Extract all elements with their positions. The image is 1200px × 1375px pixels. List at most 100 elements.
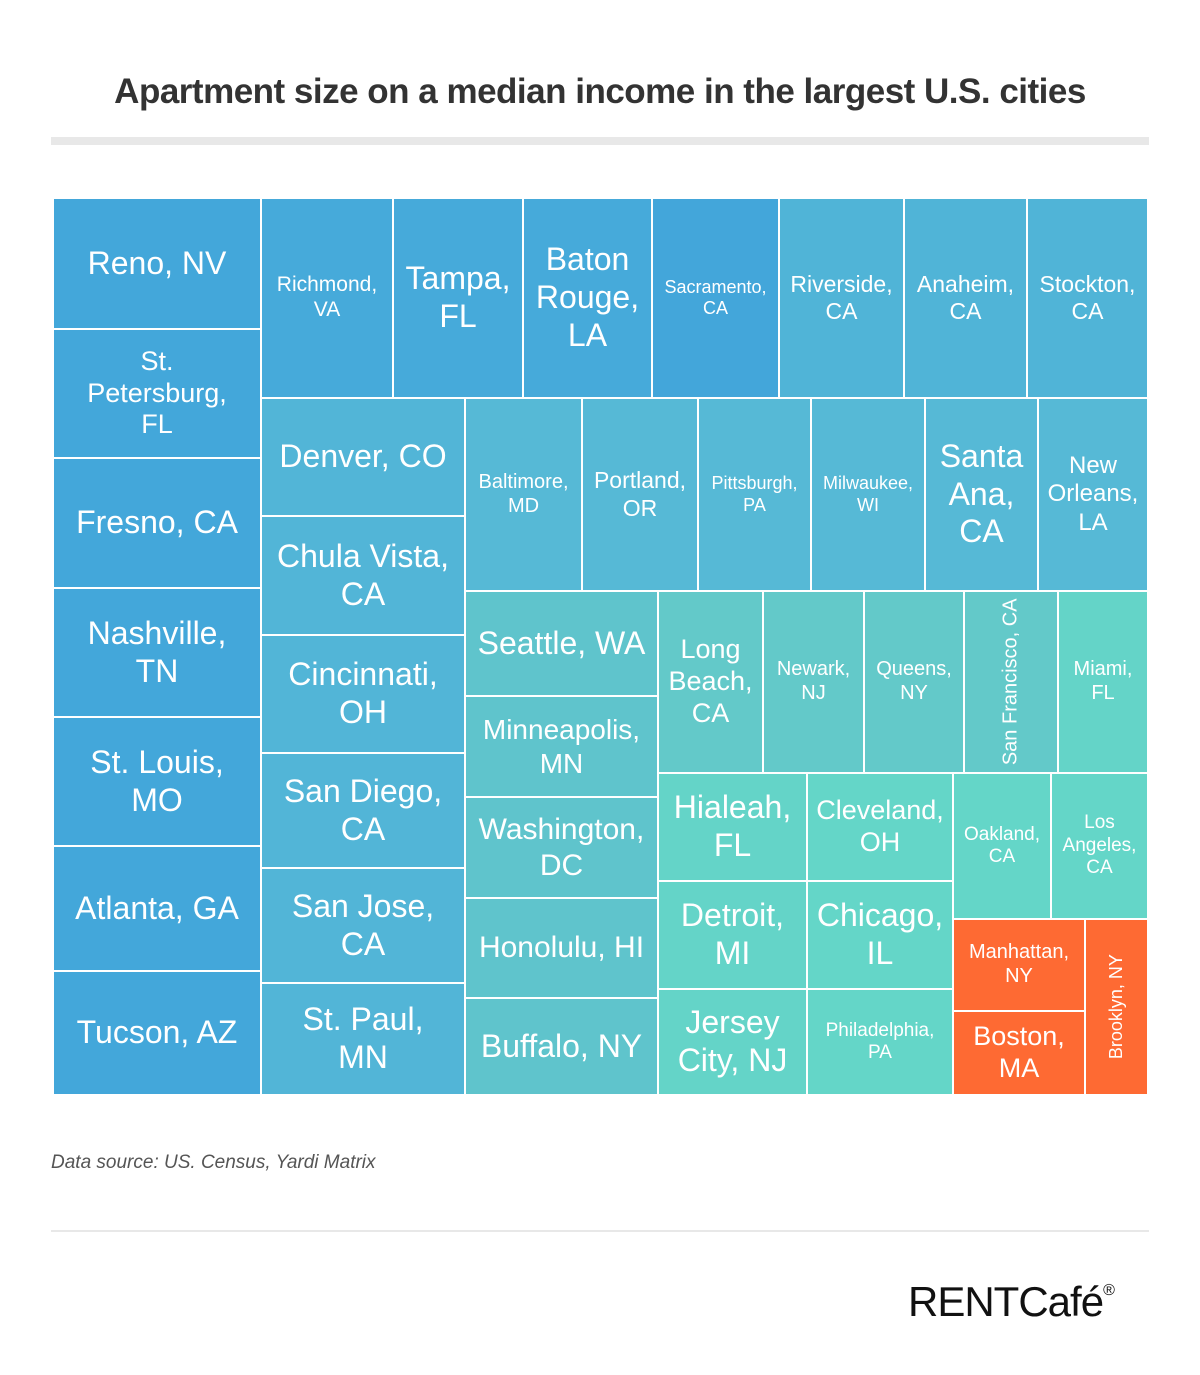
treemap-cell-long-beach-ca: Long Beach, CA <box>658 591 763 773</box>
treemap-cell-stockton-ca: Stockton, CA <box>1027 198 1148 398</box>
treemap-cell-tucson-az: Tucson, AZ <box>53 971 261 1095</box>
cell-label: Buffalo, NY <box>480 1027 643 1064</box>
treemap-cell-chicago-il: Chicago, IL <box>807 881 953 989</box>
treemap-cell-nashville-tn: Nashville, TN <box>53 588 261 717</box>
treemap-cell-brooklyn-ny: Brooklyn, NY <box>1085 919 1148 1095</box>
cell-label: Santa Ana, CA <box>939 437 1024 550</box>
treemap-cell-denver-co: Denver, CO <box>261 398 465 516</box>
cell-label: Nashville, TN <box>87 614 227 689</box>
treemap-cell-miami-fl: Miami, FL <box>1058 591 1148 773</box>
cell-label: Seattle, WA <box>477 624 646 661</box>
cell-label: New Orleans, LA <box>1047 452 1139 536</box>
treemap-cell-new-orleans-la: New Orleans, LA <box>1038 398 1148 591</box>
cell-label: Portland, OR <box>593 467 687 521</box>
cell-label: Sacramento, CA <box>664 276 767 318</box>
cell-label: Atlanta, GA <box>75 889 239 926</box>
cell-label: San Jose, CA <box>291 887 435 962</box>
cell-label: Hialeah, FL <box>673 789 792 863</box>
treemap-cell-baton-rouge-la: Baton Rouge, LA <box>523 198 652 398</box>
treemap-cell-san-jose-ca: San Jose, CA <box>261 868 465 983</box>
cell-label: Denver, CO <box>279 438 447 475</box>
treemap-cell-newark-nj: Newark, NJ <box>763 591 864 773</box>
cell-label: Chicago, IL <box>816 897 944 971</box>
treemap-cell-atlanta-ga: Atlanta, GA <box>53 846 261 971</box>
treemap-cell-st-petersburg-fl: St. Petersburg, FL <box>53 329 261 458</box>
treemap-cell-st-louis-mo: St. Louis, MO <box>53 717 261 846</box>
cell-label: Chula Vista, CA <box>277 537 449 612</box>
treemap-cell-fresno-ca: Fresno, CA <box>53 458 261 588</box>
cell-label: San Diego, CA <box>283 772 443 847</box>
treemap-cell-riverside-ca: Riverside, CA <box>779 198 904 398</box>
treemap-cell-philadelphia-pa: Philadelphia, PA <box>807 989 953 1095</box>
cell-label: Los Angeles, CA <box>1062 812 1137 879</box>
treemap-cell-boston-ma: Boston, MA <box>953 1011 1085 1095</box>
cell-label: St. Petersburg, FL <box>87 345 227 440</box>
treemap-cell-hialeah-fl: Hialeah, FL <box>658 773 807 881</box>
treemap-cell-los-angeles-ca: Los Angeles, CA <box>1051 773 1148 919</box>
treemap-cell-detroit-mi: Detroit, MI <box>658 881 807 989</box>
cell-label: Pittsburgh, PA <box>711 473 798 515</box>
treemap-cell-milwaukee-wi: Milwaukee, WI <box>811 398 925 591</box>
cell-label: Tucson, AZ <box>76 1014 238 1051</box>
treemap-cell-manhattan-ny: Manhattan, NY <box>953 919 1085 1011</box>
logo-text: RENTCafé <box>908 1278 1104 1325</box>
treemap-cell-portland-or: Portland, OR <box>582 398 698 591</box>
cell-label: Long Beach, CA <box>668 634 753 728</box>
footer-divider <box>51 1230 1149 1232</box>
cell-label: Anaheim, CA <box>916 270 1015 324</box>
treemap-cell-santa-ana-ca: Santa Ana, CA <box>925 398 1038 591</box>
cell-label: Oakland, CA <box>963 823 1041 867</box>
treemap-cell-baltimore-md: Baltimore, MD <box>465 398 582 591</box>
cell-label: St. Paul, MN <box>302 1001 424 1075</box>
cell-label: Miami, FL <box>1073 658 1133 704</box>
cell-label: Queens, NY <box>876 658 952 704</box>
treemap-cell-minneapolis-mn: Minneapolis, MN <box>465 696 658 797</box>
cell-label: Cincinnati, OH <box>288 656 438 730</box>
treemap-cell-tampa-fl: Tampa, FL <box>393 198 523 398</box>
cell-label: Minneapolis, MN <box>482 714 641 779</box>
treemap-cell-sacramento-ca: Sacramento, CA <box>652 198 779 398</box>
treemap-cell-cleveland-oh: Cleveland, OH <box>807 773 953 881</box>
treemap-cell-honolulu-hi: Honolulu, HI <box>465 898 658 998</box>
data-source: Data source: US. Census, Yardi Matrix <box>51 1152 376 1173</box>
cell-label: Riverside, CA <box>790 270 893 324</box>
cell-label: Washington, DC <box>478 813 645 882</box>
cell-label: Newark, NJ <box>776 658 851 704</box>
treemap-cell-richmond-va: Richmond, VA <box>261 198 393 398</box>
treemap-cell-buffalo-ny: Buffalo, NY <box>465 998 658 1095</box>
treemap-cell-washington-dc: Washington, DC <box>465 797 658 898</box>
cell-label: Baltimore, MD <box>478 470 569 517</box>
treemap-cell-anaheim-ca: Anaheim, CA <box>904 198 1027 398</box>
cell-label: Jersey City, NJ <box>677 1004 788 1078</box>
cell-label: St. Louis, MO <box>90 743 224 818</box>
treemap-cell-chula-vista-ca: Chula Vista, CA <box>261 516 465 635</box>
cell-label: Fresno, CA <box>76 504 238 541</box>
title-divider <box>51 137 1149 145</box>
treemap-cell-san-diego-ca: San Diego, CA <box>261 753 465 868</box>
cell-label: Boston, MA <box>973 1021 1065 1083</box>
cell-label: Richmond, VA <box>276 273 378 321</box>
treemap-cell-san-francisco-ca: San Francisco, CA <box>964 591 1058 773</box>
cell-label: Milwaukee, WI <box>822 473 914 515</box>
chart-title: Apartment size on a median income in the… <box>114 72 1086 111</box>
cell-label: Baton Rouge, LA <box>535 241 640 353</box>
cell-label: Honolulu, HI <box>478 931 645 965</box>
treemap-cell-reno-nv: Reno, NV <box>53 198 261 329</box>
cell-label: Detroit, MI <box>680 897 785 971</box>
cell-label: Stockton, CA <box>1039 270 1136 324</box>
cell-label: Cleveland, OH <box>816 795 944 857</box>
rentcafe-logo: RENTCafé® <box>908 1278 1115 1326</box>
treemap-cell-cincinnati-oh: Cincinnati, OH <box>261 635 465 753</box>
cell-label: Reno, NV <box>87 244 227 281</box>
cell-label: Philadelphia, PA <box>825 1019 935 1063</box>
treemap-cell-pittsburgh-pa: Pittsburgh, PA <box>698 398 811 591</box>
treemap-cell-oakland-ca: Oakland, CA <box>953 773 1051 919</box>
treemap-cell-jersey-city-nj: Jersey City, NJ <box>658 989 807 1095</box>
treemap-cell-queens-ny: Queens, NY <box>864 591 964 773</box>
treemap-cell-st-paul-mn: St. Paul, MN <box>261 983 465 1095</box>
cell-label: Brooklyn, NY <box>1105 954 1126 1060</box>
cell-label: Manhattan, NY <box>968 941 1070 987</box>
registered-mark: ® <box>1103 1282 1115 1299</box>
cell-label: Tampa, FL <box>405 260 511 334</box>
